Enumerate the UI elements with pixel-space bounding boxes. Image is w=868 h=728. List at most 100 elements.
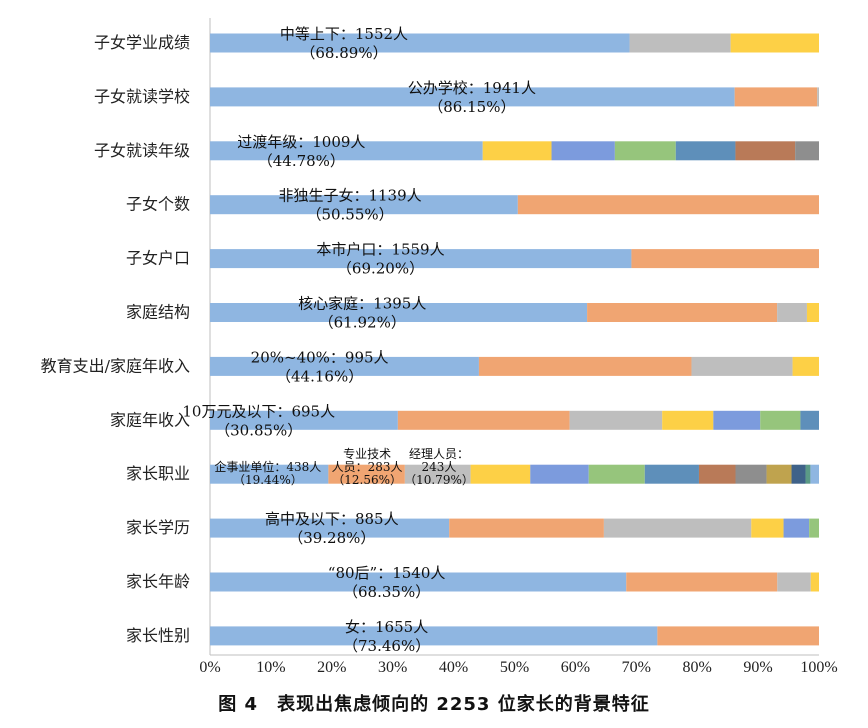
category-label: 家长性别 — [126, 626, 190, 645]
data-label-percent: （69.20%） — [337, 260, 424, 278]
data-label-small: 243人 — [422, 460, 457, 474]
bar-segment — [631, 249, 819, 269]
category-label: 子女个数 — [126, 195, 190, 214]
bar-segment — [810, 464, 819, 484]
bar-segment — [478, 356, 692, 376]
bar-segment — [210, 410, 398, 430]
bar-segment — [800, 410, 819, 430]
category-label: 子女就读年级 — [94, 141, 190, 160]
data-label-percent: （61.92%） — [319, 314, 406, 332]
bar-segment — [449, 518, 604, 538]
x-tick-label: 20% — [317, 659, 346, 676]
bar-segment — [777, 303, 807, 322]
data-label: 核心家庭：1395人 — [298, 295, 426, 313]
data-label: 高中及以下：885人 — [265, 510, 399, 528]
data-label-percent: （73.46%） — [343, 637, 430, 655]
bar-segment — [657, 626, 819, 646]
data-label: 非独生子女：1139人 — [278, 187, 421, 205]
bar-segment — [791, 464, 806, 484]
bar-segment — [662, 410, 714, 430]
bar-segment — [328, 464, 405, 484]
data-label-percent: （44.78%） — [258, 152, 345, 170]
data-label-small: （12.56%） — [332, 473, 402, 487]
bar-segment — [626, 572, 778, 592]
bar-segment — [766, 464, 792, 484]
category-label: 家庭结构 — [126, 303, 190, 322]
category-label: 家庭年收入 — [110, 410, 190, 429]
data-label-percent: （68.89%） — [300, 44, 387, 62]
bar-segment — [551, 141, 615, 161]
x-tick-label: 100% — [800, 659, 837, 676]
bar-segment — [810, 572, 819, 592]
bar-segment — [210, 249, 632, 269]
bar-segment — [210, 141, 483, 161]
bar-segment — [530, 464, 589, 484]
data-label: “80后”：1540人 — [328, 564, 446, 582]
category-label: 教育支出/家庭年收入 — [41, 356, 190, 375]
bar-segment — [397, 410, 570, 430]
data-label: 20%~40%：995人 — [251, 348, 389, 366]
data-label-small: （10.79%） — [404, 473, 474, 487]
bar-segment — [805, 464, 811, 484]
x-tick-label: 40% — [439, 659, 468, 676]
data-label-small: （19.44%） — [233, 473, 303, 487]
category-label: 子女学业成绩 — [94, 33, 190, 52]
data-label: 公办学校：1941人 — [408, 79, 536, 97]
x-tick-label: 50% — [500, 659, 529, 676]
bar-segment — [735, 464, 767, 484]
x-tick-label: 0% — [199, 659, 220, 676]
bar-segment — [517, 195, 819, 215]
bar-segment — [210, 195, 518, 215]
bar-segment — [809, 518, 819, 538]
bar-segment — [470, 464, 531, 484]
category-label: 子女户口 — [126, 249, 190, 268]
bar-segment — [210, 87, 735, 107]
bar-segment — [792, 356, 819, 376]
bar-segment — [210, 464, 329, 484]
bar-segment — [698, 464, 736, 484]
bar-segment — [210, 33, 630, 53]
bar-segment — [817, 87, 819, 107]
data-label-percent: （39.28%） — [288, 529, 375, 547]
bar-segment — [614, 141, 676, 161]
data-label: 本市户口：1559人 — [316, 241, 444, 259]
bar-segment — [210, 572, 627, 592]
bar-segment — [713, 410, 761, 430]
bar-segment — [587, 303, 778, 322]
data-label-percent: （30.85%） — [215, 421, 302, 439]
x-tick-label: 70% — [622, 659, 651, 676]
bar-segment — [735, 141, 796, 161]
bar-segment — [603, 518, 752, 538]
x-tick-label: 30% — [378, 659, 407, 676]
data-label-small: 企事业单位：438人 — [214, 459, 321, 474]
category-label: 家长年龄 — [126, 572, 190, 591]
bar-segment — [730, 33, 819, 53]
stacked-bar-chart: 0% 10% 20% 30% 40% 50% 60% 70% 80% 90% 100% 子女学业成绩 中… — [41, 18, 838, 676]
figure-caption: 图 4 表现出焦虑倾向的 2253 位家长的背景特征 — [218, 694, 650, 715]
x-tick-label: 90% — [743, 659, 772, 676]
category-label: 子女就读学校 — [94, 87, 190, 106]
data-label: 中等上下：1552人 — [280, 25, 408, 43]
data-label-small: 经理人员： — [409, 447, 469, 461]
x-tick-label: 60% — [561, 659, 590, 676]
data-label-small: 专业技术 — [343, 446, 391, 461]
data-label: 10万元及以下：695人 — [182, 402, 335, 420]
bar-segment — [210, 303, 588, 322]
data-label-small: 人员：283人 — [332, 460, 403, 474]
bar-segment — [210, 356, 479, 376]
bar-segment — [777, 572, 811, 592]
bar-segment — [404, 464, 471, 484]
data-label-percent: （44.16%） — [276, 367, 363, 385]
bar-segment — [210, 518, 450, 538]
bar-segment — [644, 464, 699, 484]
bar-segment — [588, 464, 645, 484]
bar-segment — [760, 410, 801, 430]
data-label: 女：1655人 — [345, 618, 428, 636]
bar-segment — [691, 356, 793, 376]
bar-segment — [210, 626, 658, 646]
category-label: 家长学历 — [126, 518, 190, 537]
x-tick-label: 80% — [683, 659, 712, 676]
bar-segment — [806, 303, 819, 322]
bar-segment — [795, 141, 819, 161]
bar-segment — [629, 33, 731, 53]
